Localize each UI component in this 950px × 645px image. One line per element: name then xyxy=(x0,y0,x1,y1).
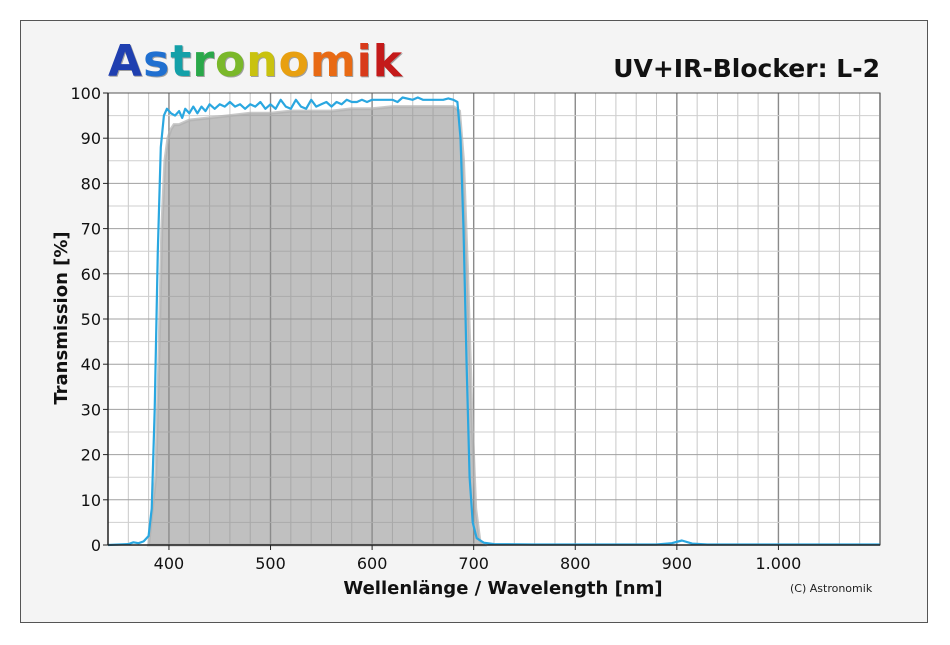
y-tick-label: 100 xyxy=(70,84,101,103)
x-tick-label: 400 xyxy=(154,554,185,573)
logo-letter: t xyxy=(170,36,193,87)
logo-letter: s xyxy=(143,36,171,87)
x-tick-label: 800 xyxy=(560,554,591,573)
astronomik-logo: Astronomik xyxy=(108,40,403,84)
x-axis-ticks: 400 500 600 700 800 900 1.000 xyxy=(154,545,802,573)
logo-letter: k xyxy=(372,36,404,87)
x-tick-label: 1.000 xyxy=(756,554,802,573)
logo-letter: A xyxy=(108,36,144,87)
x-tick-label: 500 xyxy=(255,554,286,573)
logo-letter: r xyxy=(192,36,216,87)
y-tick-label: 10 xyxy=(81,491,101,510)
y-tick-label: 0 xyxy=(91,536,101,555)
y-axis-ticks: 0 10 20 30 40 50 60 70 80 90 100 xyxy=(70,84,108,555)
logo-letter: o xyxy=(215,36,247,87)
x-tick-label: 600 xyxy=(357,554,388,573)
y-tick-label: 90 xyxy=(81,129,101,148)
copyright-text: (C) Astronomik xyxy=(790,582,873,595)
x-tick-label: 900 xyxy=(662,554,693,573)
x-axis-label: Wellenlänge / Wavelength [nm] xyxy=(343,578,662,599)
y-tick-label: 60 xyxy=(81,265,101,284)
y-tick-label: 70 xyxy=(81,220,101,239)
logo-letter: i xyxy=(356,36,373,87)
x-tick-label: 700 xyxy=(458,554,489,573)
y-axis-label: Transmission [%] xyxy=(51,231,72,404)
logo-letter: n xyxy=(246,36,279,87)
transmission-line xyxy=(107,96,880,547)
y-tick-label: 50 xyxy=(81,310,101,329)
chart-title: UV+IR-Blocker: L-2 xyxy=(613,54,880,83)
y-tick-label: 20 xyxy=(81,446,101,465)
logo-letter: o xyxy=(278,36,310,87)
reference-fill-area xyxy=(146,105,488,547)
y-tick-label: 40 xyxy=(81,355,101,374)
y-tick-label: 80 xyxy=(81,174,101,193)
y-tick-label: 30 xyxy=(81,400,101,419)
logo-letter: m xyxy=(309,36,357,87)
